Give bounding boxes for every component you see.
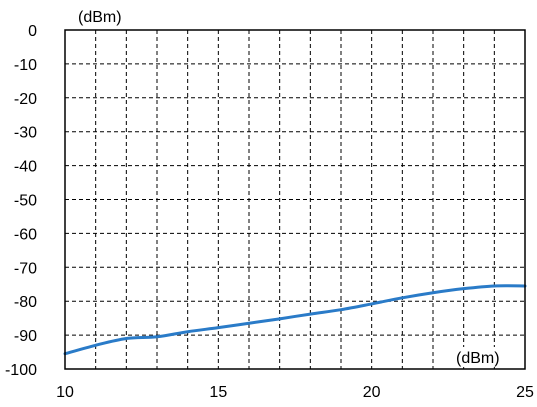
y-tick-label: -70 — [14, 260, 37, 277]
y-tick-label: -50 — [14, 193, 37, 210]
y-tick-label: -100 — [5, 362, 37, 379]
x-tick-labels: 10 15 20 25 — [56, 384, 534, 401]
x-axis-unit: (dBm) — [456, 350, 500, 367]
y-tick-label: -90 — [14, 328, 37, 345]
y-tick-label: -10 — [14, 57, 37, 74]
y-tick-label: -60 — [14, 226, 37, 243]
y-tick-labels: 0 -10 -20 -30 -40 -50 -60 -70 -80 -90 -100 — [5, 23, 37, 379]
y-tick-label: -20 — [14, 91, 37, 108]
x-axis-unit-background — [452, 347, 522, 367]
y-axis-unit: (dBm) — [78, 9, 122, 26]
grid-lines — [65, 30, 525, 369]
y-tick-label: -30 — [14, 125, 37, 142]
plot-frame — [64, 29, 526, 370]
y-tick-label: -40 — [14, 159, 37, 176]
y-tick-label: 0 — [28, 23, 37, 40]
x-tick-label: 10 — [56, 384, 74, 401]
series-line — [63, 284, 527, 356]
x-tick-label: 20 — [363, 384, 381, 401]
x-tick-label: 25 — [516, 384, 534, 401]
x-tick-label: 15 — [209, 384, 227, 401]
y-tick-label: -80 — [14, 294, 37, 311]
series-layer — [63, 284, 527, 356]
